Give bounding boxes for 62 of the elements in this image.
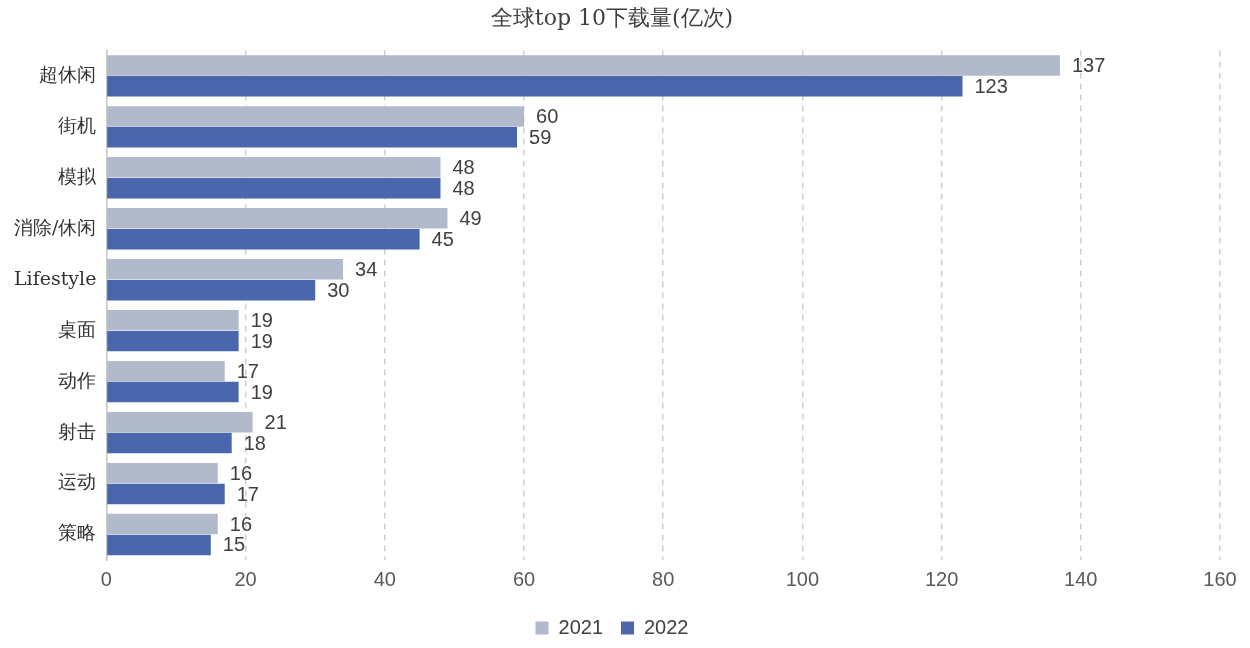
x-tick-label: 0 <box>100 567 112 590</box>
bar <box>107 462 218 484</box>
x-tick-label: 120 <box>924 567 959 590</box>
bar <box>107 513 218 535</box>
y-tick-label: 模拟 <box>58 164 98 187</box>
data-label: 16 <box>229 512 253 535</box>
bar <box>107 106 525 127</box>
x-tick-label: 100 <box>785 567 820 590</box>
y-tick-label: 动作 <box>58 368 97 391</box>
bar <box>107 483 225 505</box>
bar <box>107 381 239 403</box>
y-tick-label: 街机 <box>58 113 97 136</box>
bar <box>107 330 239 352</box>
data-label: 19 <box>250 308 273 331</box>
chart-title: 全球top 10下载量(亿次) <box>490 4 734 30</box>
bar <box>107 360 225 382</box>
bar <box>107 411 253 433</box>
bar <box>107 157 441 178</box>
data-label: 48 <box>452 176 475 199</box>
data-label: 15 <box>222 533 246 556</box>
data-label: 17 <box>236 359 259 382</box>
data-label: 17 <box>236 482 259 505</box>
data-label: 49 <box>459 206 482 229</box>
data-label: 60 <box>536 104 559 127</box>
y-tick-label: 超休闲 <box>39 62 97 85</box>
bar <box>107 432 232 454</box>
data-label: 30 <box>327 278 350 301</box>
data-label: 59 <box>529 125 552 148</box>
data-label: 19 <box>250 380 273 403</box>
x-tick-label: 80 <box>652 567 675 590</box>
x-tick-label: 140 <box>1064 567 1098 590</box>
data-label: 18 <box>243 431 266 454</box>
legend-label: 2022 <box>644 615 689 638</box>
bar <box>107 228 420 250</box>
legend-label: 2021 <box>558 615 604 638</box>
data-label: 45 <box>431 227 454 250</box>
y-tick-label: 桌面 <box>58 317 97 340</box>
y-tick-label: 策略 <box>58 521 97 544</box>
bar <box>107 259 344 280</box>
x-tick-label: 160 <box>1203 567 1237 590</box>
x-tick-label: 60 <box>512 567 536 590</box>
bar <box>107 310 239 331</box>
data-label: 34 <box>355 257 378 280</box>
bar <box>107 76 963 97</box>
data-label: 16 <box>229 461 253 484</box>
x-tick-label: 20 <box>234 567 257 590</box>
bar <box>107 178 441 199</box>
data-label: 48 <box>452 155 475 178</box>
y-tick-label: Lifestyle <box>13 266 97 289</box>
bar <box>107 55 1060 76</box>
y-tick-label: 消除/休闲 <box>14 215 97 238</box>
bar <box>107 534 211 556</box>
data-label: 137 <box>1071 53 1106 76</box>
data-label: 123 <box>974 74 1008 97</box>
y-tick-label: 射击 <box>58 419 97 442</box>
x-tick-label: 40 <box>373 567 396 590</box>
y-tick-label: 运动 <box>58 470 97 493</box>
data-label: 19 <box>250 329 273 352</box>
bar <box>107 279 316 301</box>
bar <box>107 127 518 148</box>
bar <box>107 208 448 229</box>
data-label: 21 <box>264 410 287 433</box>
